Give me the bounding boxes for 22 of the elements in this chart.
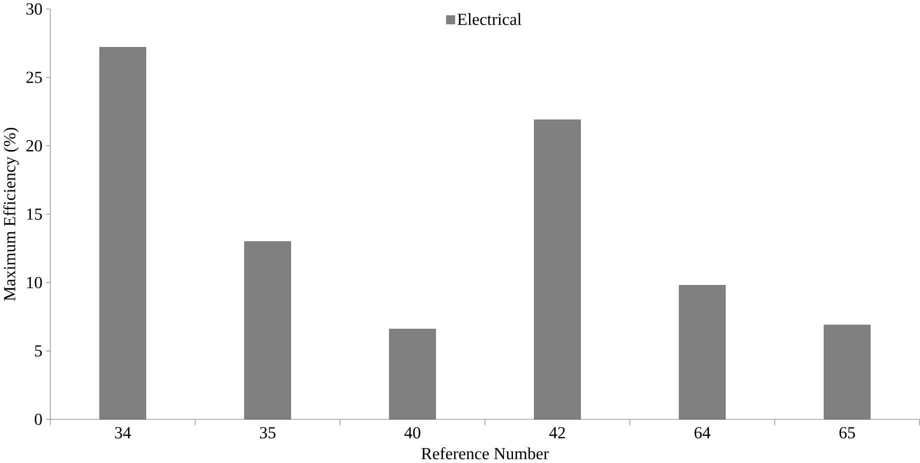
bar [678,285,726,420]
y-tick-label: 10 [27,277,42,288]
y-tick-label: 30 [26,3,42,15]
x-tick-label: 34 [115,427,131,439]
y-tick-label: 20 [26,140,42,152]
y-tick-label: 25 [26,72,42,84]
y-tick-label: 5 [35,345,42,357]
y-tick-label: 15 [27,208,42,220]
x-tick-label: 40 [404,427,420,439]
bar [244,241,292,420]
y-tick-label: 0 [34,414,42,426]
bar [534,120,581,420]
x-tick-label: 42 [549,427,565,438]
x-axis-title: Reference Number [421,447,549,460]
bar [389,329,436,420]
bar [824,324,871,420]
y-axis-title: Maximum Efficiency (%) [3,128,19,301]
x-tick-label: 64 [694,427,710,439]
x-tick-label: 35 [260,427,276,439]
legend-label: Electrical [458,13,522,26]
x-tick-label: 65 [839,427,855,439]
bar [99,47,146,420]
